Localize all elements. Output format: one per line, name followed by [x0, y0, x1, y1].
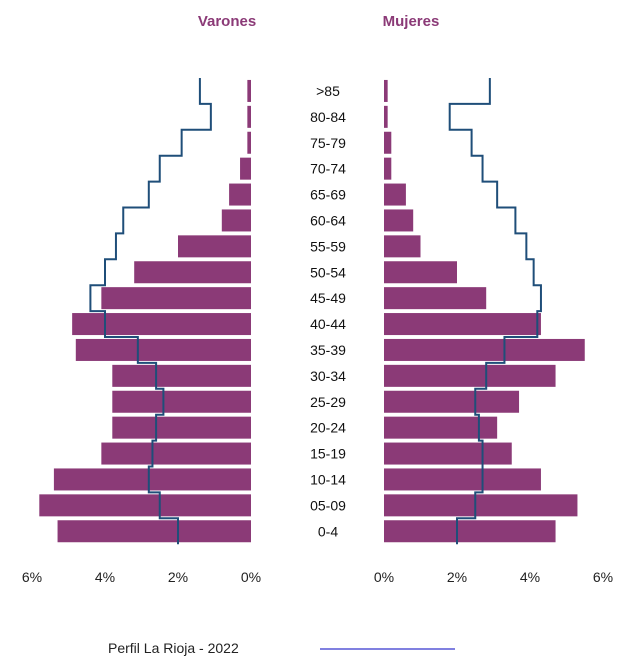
- bar-mujeres-80-84: [384, 105, 388, 128]
- age-label-55-59: 55-59: [310, 238, 346, 254]
- bar-mujeres-55-59: [384, 235, 421, 258]
- bar-mujeres->85: [384, 79, 388, 102]
- age-labels: >85 80-84 75-79 70-74 65-69 60-64 55-59 50-54 45…: [310, 83, 346, 539]
- bar-mujeres-15-19: [384, 442, 512, 465]
- tick-left-0pct: 0%: [241, 569, 261, 585]
- bar-varones-80-84: [247, 105, 251, 128]
- tick-right-0pct: 0%: [374, 569, 394, 585]
- bar-mujeres-20-24: [384, 416, 498, 439]
- bar-varones-05-09: [39, 494, 251, 517]
- legend-label: Perfil La Rioja - 2022: [108, 640, 239, 656]
- line-mujeres: [448, 78, 542, 545]
- bar-varones-35-39: [75, 338, 251, 361]
- bars-mujeres: [384, 79, 585, 543]
- profile-lines: [89, 78, 542, 545]
- bar-varones-50-54: [134, 261, 251, 284]
- bars-varones: [39, 79, 252, 543]
- header-mujeres: Mujeres: [383, 13, 440, 30]
- bar-varones-45-49: [101, 287, 251, 310]
- bar-mujeres-50-54: [384, 261, 457, 284]
- bar-varones-15-19: [101, 442, 251, 465]
- age-label-60-64: 60-64: [310, 212, 346, 228]
- age-label-30-34: 30-34: [310, 368, 346, 384]
- bar-varones-20-24: [112, 416, 251, 439]
- tick-left-2pct: 2%: [168, 569, 188, 585]
- age-label-10-14: 10-14: [310, 471, 346, 487]
- bar-mujeres-10-14: [384, 468, 541, 491]
- bar-varones-40-44: [72, 313, 252, 336]
- bar-varones-70-74: [240, 157, 251, 180]
- x-axis-ticks: 6% 4% 2% 0% 0% 2% 4% 6%: [22, 569, 613, 585]
- bar-mujeres-40-44: [384, 313, 541, 336]
- bar-mujeres-75-79: [384, 131, 392, 154]
- bar-mujeres-45-49: [384, 287, 487, 310]
- age-label-70-74: 70-74: [310, 161, 346, 177]
- tick-right-4pct: 4%: [520, 569, 540, 585]
- age-label-20-24: 20-24: [310, 420, 346, 436]
- bar-varones-30-34: [112, 364, 251, 387]
- age-label-65-69: 65-69: [310, 187, 346, 203]
- tick-right-2pct: 2%: [447, 569, 467, 585]
- line-varones: [89, 78, 212, 545]
- tick-left-4pct: 4%: [95, 569, 115, 585]
- legend: Perfil La Rioja - 2022: [108, 640, 455, 656]
- bar-mujeres-0-4: [384, 520, 556, 543]
- bar-varones-60-64: [221, 209, 251, 232]
- age-label-40-44: 40-44: [310, 316, 346, 332]
- age-label-45-49: 45-49: [310, 290, 346, 306]
- age-label-50-54: 50-54: [310, 264, 346, 280]
- bar-mujeres-65-69: [384, 183, 406, 206]
- age-label-0-4: 0-4: [318, 523, 338, 539]
- age-label-75-79: 75-79: [310, 135, 346, 151]
- bar-mujeres-35-39: [384, 338, 585, 361]
- bar-varones-10-14: [53, 468, 252, 491]
- tick-left-6pct: 6%: [22, 569, 42, 585]
- bar-mujeres-25-29: [384, 390, 520, 413]
- bar-varones-75-79: [247, 131, 251, 154]
- bar-varones-25-29: [112, 390, 251, 413]
- bar-mujeres-05-09: [384, 494, 578, 517]
- bar-mujeres-60-64: [384, 209, 414, 232]
- age-label-15-19: 15-19: [310, 446, 346, 462]
- bar-varones-65-69: [229, 183, 251, 206]
- age-label->85: >85: [316, 83, 340, 99]
- age-label-25-29: 25-29: [310, 394, 346, 410]
- bar-varones-55-59: [178, 235, 251, 258]
- age-label-35-39: 35-39: [310, 342, 346, 358]
- age-label-05-09: 05-09: [310, 497, 346, 513]
- bar-mujeres-70-74: [384, 157, 392, 180]
- age-label-80-84: 80-84: [310, 109, 346, 125]
- bar-varones-0-4: [57, 520, 251, 543]
- header-varones: Varones: [198, 13, 256, 30]
- tick-right-6pct: 6%: [593, 569, 613, 585]
- bar-varones->85: [247, 79, 251, 102]
- bar-mujeres-30-34: [384, 364, 556, 387]
